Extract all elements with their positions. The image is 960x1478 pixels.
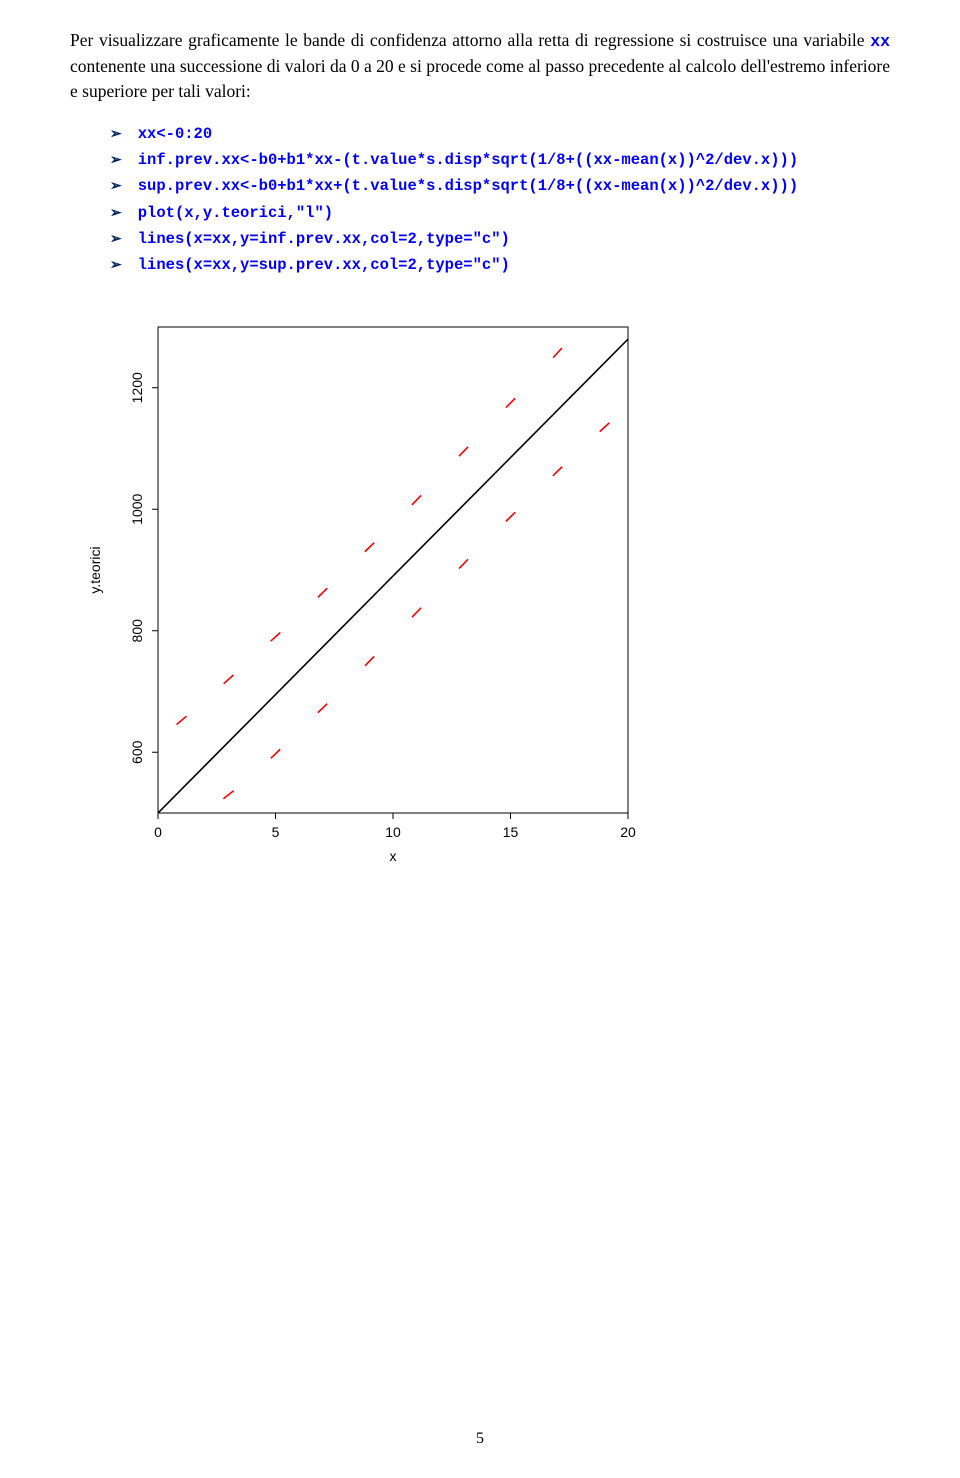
code-line: ➢ xx<-0:20 (110, 121, 890, 147)
code-line: ➢ sup.prev.xx<-b0+b1*xx+(t.value*s.disp*s… (110, 173, 890, 199)
arrow-icon: ➢ (110, 174, 122, 198)
svg-text:15: 15 (503, 824, 519, 840)
arrow-icon: ➢ (110, 253, 122, 277)
code-line: ➢ lines(x=xx,y=inf.prev.xx,col=2,type="c"… (110, 226, 890, 252)
svg-text:x: x (390, 848, 397, 864)
chart-svg: 0 5 10 15 20 600 800 1000 1200 x y.teorici (80, 307, 650, 877)
svg-text:10: 10 (385, 824, 401, 840)
svg-text:20: 20 (620, 824, 636, 840)
para-post: contenente una successione di valori da … (70, 56, 890, 101)
code-text: inf.prev.xx<-b0+b1*xx-(t.value*s.disp*sq… (138, 147, 798, 173)
code-line: ➢ lines(x=xx,y=sup.prev.xx,col=2,type="c"… (110, 252, 890, 278)
confidence-band-chart: 0 5 10 15 20 600 800 1000 1200 x y.teorici (80, 307, 890, 877)
svg-text:y.teorici: y.teorici (87, 546, 103, 593)
inline-var-xx: xx (870, 32, 890, 51)
arrow-icon: ➢ (110, 148, 122, 172)
intro-paragraph: Per visualizzare graficamente le bande d… (70, 28, 890, 105)
svg-text:0: 0 (154, 824, 162, 840)
code-line: ➢ inf.prev.xx<-b0+b1*xx-(t.value*s.disp*s… (110, 147, 890, 173)
code-text: plot(x,y.teorici,"l") (138, 200, 333, 226)
arrow-icon: ➢ (110, 201, 122, 225)
arrow-icon: ➢ (110, 227, 122, 251)
svg-text:5: 5 (272, 824, 280, 840)
code-text: xx<-0:20 (138, 121, 212, 147)
code-block: ➢ xx<-0:20 ➢ inf.prev.xx<-b0+b1*xx-(t.valu… (110, 121, 890, 279)
page-number: 5 (0, 1430, 960, 1448)
page: Per visualizzare graficamente le bande d… (0, 0, 960, 1478)
code-text: lines(x=xx,y=sup.prev.xx,col=2,type="c") (138, 252, 510, 278)
para-pre: Per visualizzare graficamente le bande d… (70, 30, 870, 50)
code-text: lines(x=xx,y=inf.prev.xx,col=2,type="c") (138, 226, 510, 252)
arrow-icon: ➢ (110, 122, 122, 146)
svg-text:1200: 1200 (129, 372, 145, 403)
code-line: ➢ plot(x,y.teorici,"l") (110, 200, 890, 226)
svg-text:800: 800 (129, 619, 145, 643)
svg-text:1000: 1000 (129, 493, 145, 524)
svg-text:600: 600 (129, 740, 145, 764)
code-text: sup.prev.xx<-b0+b1*xx+(t.value*s.disp*sq… (138, 173, 798, 199)
